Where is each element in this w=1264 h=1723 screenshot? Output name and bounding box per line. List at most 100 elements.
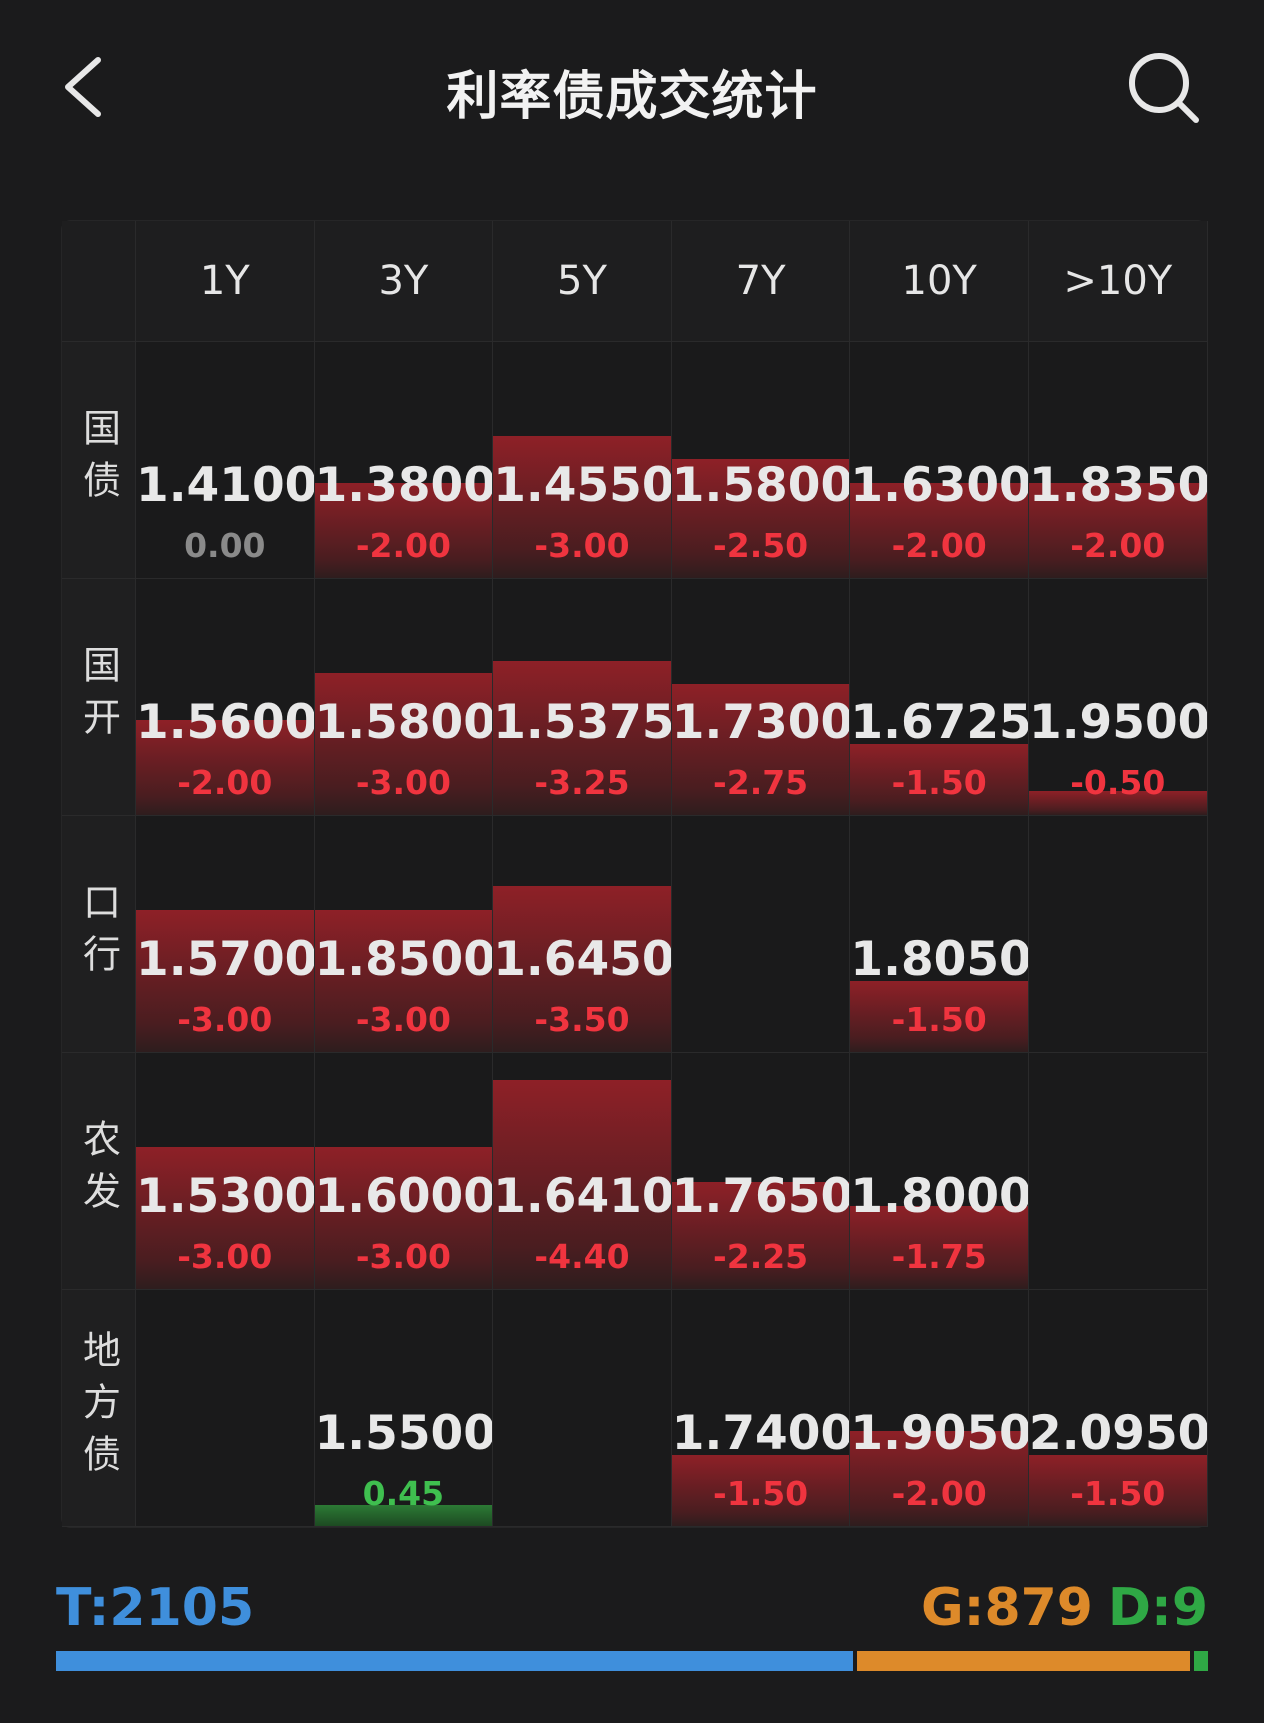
rate-bond-grid: 1Y 3Y 5Y 7Y 10Y >10Y 国债 1.4100 0.00 1.3800 -2.00 1.…	[61, 220, 1208, 1528]
yield-cell[interactable]: 1.8350 -2.00	[1029, 342, 1208, 579]
yield-cell[interactable]: 1.6450 -3.50	[493, 816, 672, 1053]
yield-cell[interactable]: 1.7400 -1.50	[671, 1290, 851, 1527]
yield-change: -0.50	[1070, 763, 1166, 802]
t-count: T:2105	[56, 1578, 255, 1638]
yield-cell[interactable]: 1.6410 -4.40	[493, 1053, 672, 1290]
yield-value: 1.5700	[136, 932, 315, 987]
page-title: 利率债成交统计	[446, 67, 818, 127]
change-bar	[314, 1146, 493, 1289]
yield-cell[interactable]: 1.5600 -2.00	[136, 579, 315, 816]
yield-cell[interactable]: 1.5375 -3.25	[493, 579, 672, 816]
yield-value: 2.0950	[1029, 1406, 1208, 1461]
yield-change: 0.45	[362, 1474, 445, 1513]
change-bar	[314, 1504, 493, 1526]
change-bar	[314, 909, 493, 1052]
yield-cell	[136, 1290, 315, 1527]
yield-change: -3.00	[355, 1000, 451, 1039]
row-label-text: 国开	[76, 645, 121, 749]
yield-change: -1.50	[891, 763, 987, 802]
yield-value: 1.9500	[1029, 695, 1208, 750]
yield-cell[interactable]: 1.6725 -1.50	[850, 579, 1029, 816]
change-bar	[136, 720, 314, 815]
yield-change: -1.50	[891, 1000, 987, 1039]
g-count: G:879	[920, 1578, 1093, 1638]
chevron-left-icon[interactable]	[58, 52, 118, 122]
yield-change: -3.25	[534, 763, 630, 802]
yield-value: 1.7300	[671, 695, 851, 750]
yield-cell[interactable]: 1.8500 -3.00	[314, 816, 494, 1053]
change-bar	[1029, 1454, 1207, 1526]
yield-value: 1.6410	[493, 1169, 672, 1224]
change-bar	[850, 1205, 1028, 1289]
yield-change: -2.00	[891, 1474, 987, 1513]
yield-change: -2.00	[355, 526, 451, 565]
yield-value: 1.5500	[314, 1406, 494, 1461]
row-label-text: 国债	[76, 408, 121, 512]
yield-change: -2.00	[891, 526, 987, 565]
yield-cell	[1029, 816, 1208, 1053]
yield-cell	[1029, 1053, 1208, 1290]
row-label: 国债	[62, 342, 136, 579]
row-label-text: 农发	[76, 1119, 121, 1223]
yield-cell[interactable]: 1.6000 -3.00	[314, 1053, 494, 1290]
yield-cell[interactable]: 1.5300 -3.00	[136, 1053, 315, 1290]
yield-value: 1.7650	[671, 1169, 851, 1224]
yield-value: 1.5600	[136, 695, 315, 750]
yield-cell[interactable]: 1.9050 -2.00	[850, 1290, 1029, 1527]
column-header: >10Y	[1029, 221, 1208, 342]
yield-change: -3.00	[534, 526, 630, 565]
change-bar	[493, 660, 671, 815]
yield-cell[interactable]: 1.5800 -2.50	[671, 342, 851, 579]
row-label: 农发	[62, 1053, 136, 1290]
yield-change: -4.40	[534, 1237, 630, 1276]
yield-cell[interactable]: 1.8000 -1.75	[850, 1053, 1029, 1290]
yield-cell	[671, 816, 851, 1053]
yield-cell[interactable]: 1.5500 0.45	[314, 1290, 494, 1527]
distribution-bar	[56, 1651, 1208, 1671]
yield-cell[interactable]: 1.6300 -2.00	[850, 342, 1029, 579]
yield-cell[interactable]: 1.7650 -2.25	[671, 1053, 851, 1290]
yield-change: 0.00	[184, 526, 266, 565]
yield-value: 1.6725	[850, 695, 1029, 750]
yield-change: -3.00	[355, 763, 451, 802]
yield-value: 1.6000	[314, 1169, 494, 1224]
yield-cell[interactable]: 1.5700 -3.00	[136, 816, 315, 1053]
column-header: 5Y	[493, 221, 672, 342]
yield-cell[interactable]: 1.3800 -2.00	[314, 342, 494, 579]
yield-change: -3.50	[534, 1000, 630, 1039]
yield-value: 1.9050	[850, 1406, 1029, 1461]
change-bar	[493, 435, 671, 578]
yield-value: 1.8000	[850, 1169, 1029, 1224]
yield-cell[interactable]: 1.4100 0.00	[136, 342, 315, 579]
change-bar	[850, 980, 1028, 1052]
change-bar	[671, 1182, 850, 1289]
yield-change: -2.00	[177, 763, 273, 802]
yield-value: 1.5375	[493, 695, 672, 750]
yield-cell[interactable]: 2.0950 -1.50	[1029, 1290, 1208, 1527]
column-header: 10Y	[850, 221, 1029, 342]
row-label-text: 地方债	[76, 1330, 121, 1486]
yield-cell[interactable]: 1.7300 -2.75	[671, 579, 851, 816]
yield-change: -2.75	[713, 763, 809, 802]
yield-value: 1.5300	[136, 1169, 315, 1224]
yield-cell[interactable]: 1.5800 -3.00	[314, 579, 494, 816]
yield-value: 1.4100	[136, 458, 315, 513]
yield-change: -2.50	[713, 526, 809, 565]
yield-cell[interactable]: 1.8050 -1.50	[850, 816, 1029, 1053]
yield-cell[interactable]: 1.4550 -3.00	[493, 342, 672, 579]
row-label: 地方债	[62, 1290, 136, 1527]
yield-value: 1.6450	[493, 932, 672, 987]
change-bar	[850, 743, 1028, 815]
yield-cell[interactable]: 1.9500 -0.50	[1029, 579, 1208, 816]
yield-value: 1.6300	[850, 458, 1029, 513]
search-icon[interactable]	[1126, 50, 1202, 126]
yield-value: 1.3800	[314, 458, 494, 513]
change-bar	[850, 1431, 1028, 1526]
t-segment	[56, 1651, 854, 1671]
yield-value: 1.5800	[314, 695, 494, 750]
change-bar	[671, 459, 850, 578]
row-label: 国开	[62, 579, 136, 816]
yield-change: -1.75	[891, 1237, 987, 1276]
row-label: 口行	[62, 816, 136, 1053]
column-header: 3Y	[314, 221, 494, 342]
